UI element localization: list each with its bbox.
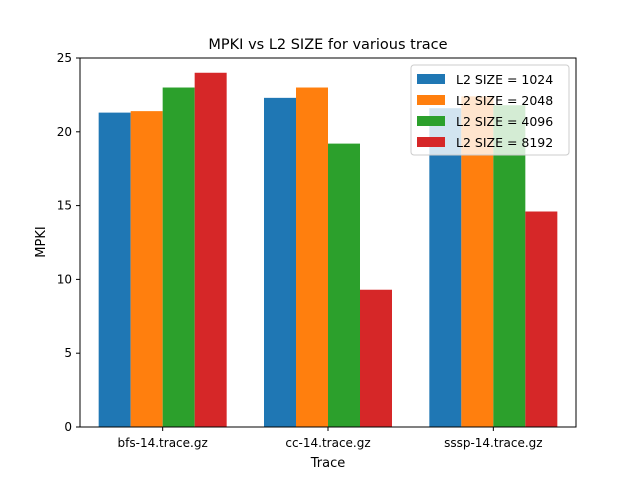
legend-swatch (417, 95, 445, 105)
legend-box (410, 64, 570, 156)
chart-title: MPKI vs L2 SIZE for various trace (208, 37, 447, 53)
legend-label: L2 SIZE = 4096 (456, 114, 553, 129)
bar-1-3 (162, 87, 195, 428)
bar-2-1 (264, 97, 296, 428)
x-tick-label: sssp-14.trace.gz (444, 436, 543, 450)
x-tick-label: bfs-14.trace.gz (118, 436, 208, 450)
y-tick-label: 10 (57, 272, 72, 286)
y-tick-label: 25 (57, 51, 72, 65)
x-tick-label: cc-14.trace.gz (285, 436, 370, 450)
bar-2-4 (360, 289, 392, 427)
y-tick-label: 15 (57, 199, 72, 213)
bar-3-4 (525, 211, 558, 427)
legend-swatch (417, 116, 445, 126)
x-axis-label: Trace (310, 456, 346, 471)
bar-3-1 (429, 108, 462, 428)
bar-1-4 (194, 72, 227, 427)
y-tick-label: 5 (64, 346, 72, 360)
bars-layer (98, 72, 558, 428)
bar-1-2 (130, 111, 163, 428)
legend-swatch (417, 74, 445, 84)
bar-2-2 (296, 87, 328, 428)
y-tick-label: 0 (64, 420, 72, 434)
legend-label: L2 SIZE = 2048 (456, 93, 553, 108)
legend-label: L2 SIZE = 8192 (456, 135, 553, 150)
legend: L2 SIZE = 1024 L2 SIZE = 2048 L2 SIZE = 40… (410, 64, 570, 156)
y-tick-label: 20 (57, 125, 72, 139)
legend-label: L2 SIZE = 1024 (456, 72, 553, 87)
y-axis-ticks: 0 5 10 15 20 25 (57, 51, 80, 434)
legend-swatch (417, 137, 445, 147)
x-axis-ticks: bfs-14.trace.gz cc-14.trace.gz sssp-14.tra… (118, 427, 543, 450)
bar-1-1 (98, 112, 131, 427)
bar-3-3 (493, 105, 526, 428)
bar-2-3 (328, 143, 360, 427)
y-axis-label: MPKI (34, 226, 49, 257)
